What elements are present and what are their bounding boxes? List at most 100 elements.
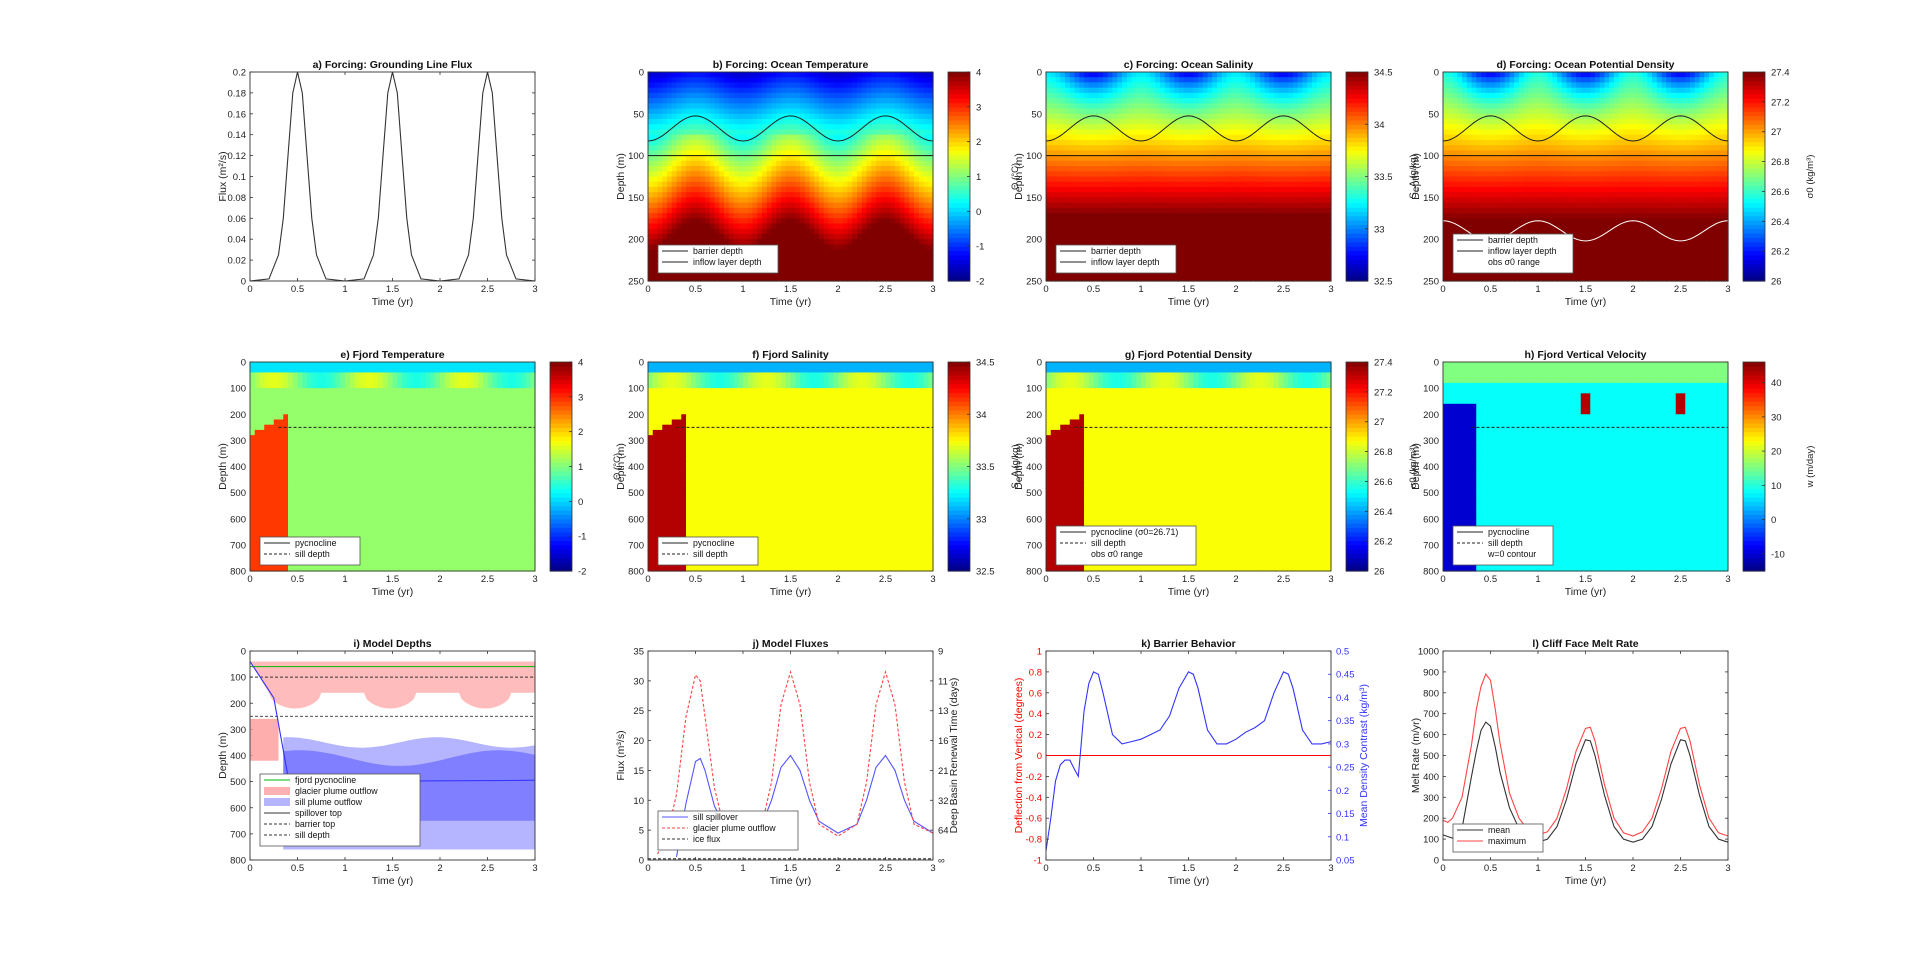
field-cell (766, 171, 773, 178)
field-cell (1307, 155, 1313, 162)
field-cell (1169, 113, 1175, 120)
field-cell (1065, 186, 1071, 193)
field-cell (762, 181, 768, 188)
field-cell (1259, 108, 1266, 115)
field-cell (1236, 218, 1242, 225)
field-cell (1245, 103, 1251, 110)
field-cell (1065, 134, 1071, 141)
field-cell (814, 186, 820, 193)
field-cell (1188, 181, 1194, 188)
field-cell (918, 244, 925, 251)
field-cell (1212, 176, 1218, 183)
field-cell (1050, 113, 1057, 120)
field-cell (795, 160, 801, 167)
field-cell (909, 186, 915, 193)
field-cell (1084, 139, 1090, 146)
field-cell (1240, 239, 1247, 246)
field-cell (1302, 233, 1308, 240)
field-cell (1084, 150, 1090, 157)
field-cell (1069, 223, 1076, 230)
field-cell (752, 171, 758, 178)
field-cell (1093, 228, 1099, 235)
field-cell (1193, 228, 1199, 235)
field-cell (766, 181, 773, 188)
field-cell (1084, 166, 1090, 172)
field-cell (847, 72, 853, 78)
field-cell (1093, 160, 1099, 167)
field-cell (909, 160, 915, 167)
field-cell (1316, 166, 1323, 172)
field-cell (1288, 228, 1294, 235)
field-cell (1179, 134, 1185, 141)
field-cell (1312, 134, 1318, 141)
field-cell (1046, 124, 1052, 131)
colorbar-cell (948, 159, 970, 165)
field-cell (652, 98, 659, 104)
field-cell (728, 145, 735, 151)
field-cell (1055, 223, 1061, 230)
field-cell (1193, 77, 1199, 84)
field-cell (1131, 98, 1137, 104)
field-cell (1221, 181, 1228, 188)
field-cell (1288, 218, 1294, 225)
colorbar-cell (948, 141, 970, 147)
field-cell (1141, 192, 1147, 198)
field-cell (747, 166, 754, 172)
field-cell (923, 72, 929, 78)
field-cell (895, 207, 901, 214)
field-cell (1250, 166, 1256, 172)
field-cell (652, 171, 659, 178)
field-cell (1131, 72, 1137, 78)
field-cell (1084, 270, 1090, 277)
field-cell (1316, 77, 1323, 84)
field-cell (743, 270, 749, 277)
field-cell (686, 202, 692, 209)
field-cell (1145, 166, 1152, 172)
field-cell (857, 92, 863, 99)
field-cell (809, 218, 815, 225)
field-cell (1069, 270, 1076, 277)
field-cell (928, 223, 934, 230)
field-cell (1183, 160, 1190, 167)
field-cell (842, 166, 849, 172)
field-cell (866, 202, 872, 209)
field-cell (1307, 92, 1313, 99)
field-cell (1074, 239, 1080, 246)
field-cell (1179, 228, 1185, 235)
field-cell (918, 160, 925, 167)
field-cell (1307, 145, 1313, 151)
field-cell (757, 218, 763, 225)
field-cell (671, 145, 678, 151)
field-cell (880, 270, 887, 277)
field-cell (714, 176, 720, 183)
field-cell (1160, 113, 1166, 120)
field-cell (909, 181, 915, 188)
field-cell (1274, 176, 1280, 183)
field-cell (1217, 213, 1223, 219)
field-cell (1188, 124, 1194, 131)
field-cell (1293, 207, 1299, 214)
field-cell (804, 270, 811, 277)
field-cell (709, 176, 716, 183)
field-cell (899, 134, 906, 141)
field-cell (724, 150, 730, 157)
field-cell (1074, 213, 1080, 219)
field-cell (1122, 228, 1128, 235)
field-cell (842, 228, 849, 235)
field-cell (781, 270, 787, 277)
field-cell (1079, 186, 1085, 193)
field-cell (1226, 265, 1232, 272)
field-cell (1131, 197, 1137, 204)
field-cell (1302, 265, 1308, 272)
field-cell (890, 228, 896, 235)
field-cell (1226, 218, 1232, 225)
field-cell (714, 108, 720, 115)
field-cell (809, 254, 815, 261)
field-cell (757, 239, 763, 246)
field-cell (1093, 134, 1099, 141)
field-cell (1098, 103, 1104, 110)
field-cell (771, 275, 777, 282)
field-cell (1046, 223, 1052, 230)
field-cell (700, 82, 706, 89)
field-cell (1283, 202, 1289, 209)
